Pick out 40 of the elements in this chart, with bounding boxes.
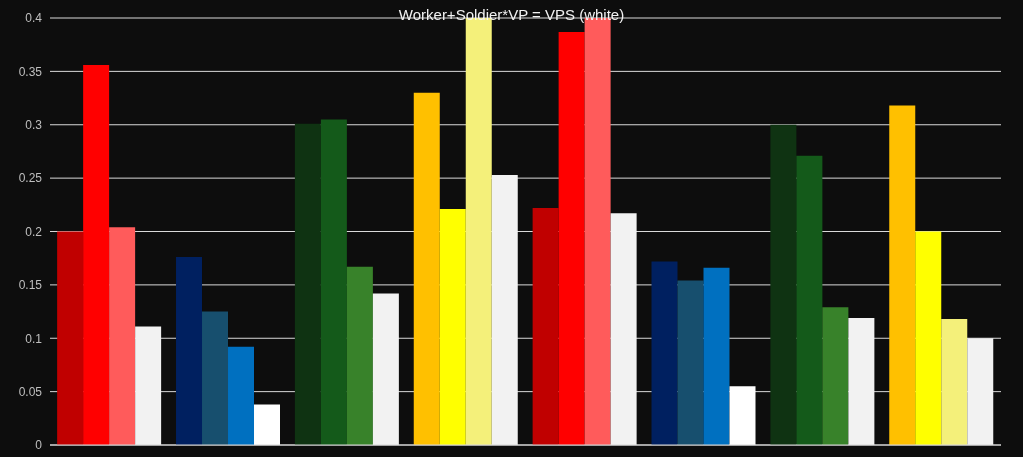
y-tick-label: 0.15 [18, 278, 43, 293]
bar [135, 326, 162, 445]
bar [915, 231, 942, 445]
bar [610, 213, 637, 445]
bar [83, 64, 110, 445]
y-tick-label: 0.35 [18, 64, 43, 79]
bar [848, 317, 875, 445]
bar [729, 386, 756, 445]
y-tick-label: 0 [35, 438, 43, 453]
bar [320, 119, 347, 445]
bar [109, 227, 136, 445]
bar [254, 404, 281, 445]
bar [439, 209, 466, 445]
bar [770, 124, 797, 445]
y-tick-label: 0.25 [18, 171, 43, 186]
bar [651, 261, 678, 445]
y-tick-label: 0.2 [25, 224, 43, 239]
bar [465, 18, 492, 445]
bar [558, 31, 585, 445]
y-tick-label: 0.05 [18, 384, 43, 399]
bar [346, 266, 373, 445]
bar [941, 319, 968, 445]
y-tick-label: 0.3 [25, 118, 43, 133]
bar [413, 92, 440, 445]
bar [57, 231, 84, 445]
bar [532, 208, 559, 445]
bar [796, 155, 823, 445]
bar [294, 123, 321, 445]
bar [967, 338, 994, 445]
y-tick-label: 0.4 [25, 11, 43, 26]
bar [228, 346, 255, 445]
bar [677, 280, 704, 445]
bar [202, 311, 229, 445]
bar [491, 174, 518, 445]
bar [372, 293, 399, 445]
y-tick-label: 0.1 [25, 331, 43, 346]
bar [176, 257, 203, 445]
bar [889, 105, 916, 445]
bar [822, 307, 849, 445]
bar [703, 267, 730, 445]
